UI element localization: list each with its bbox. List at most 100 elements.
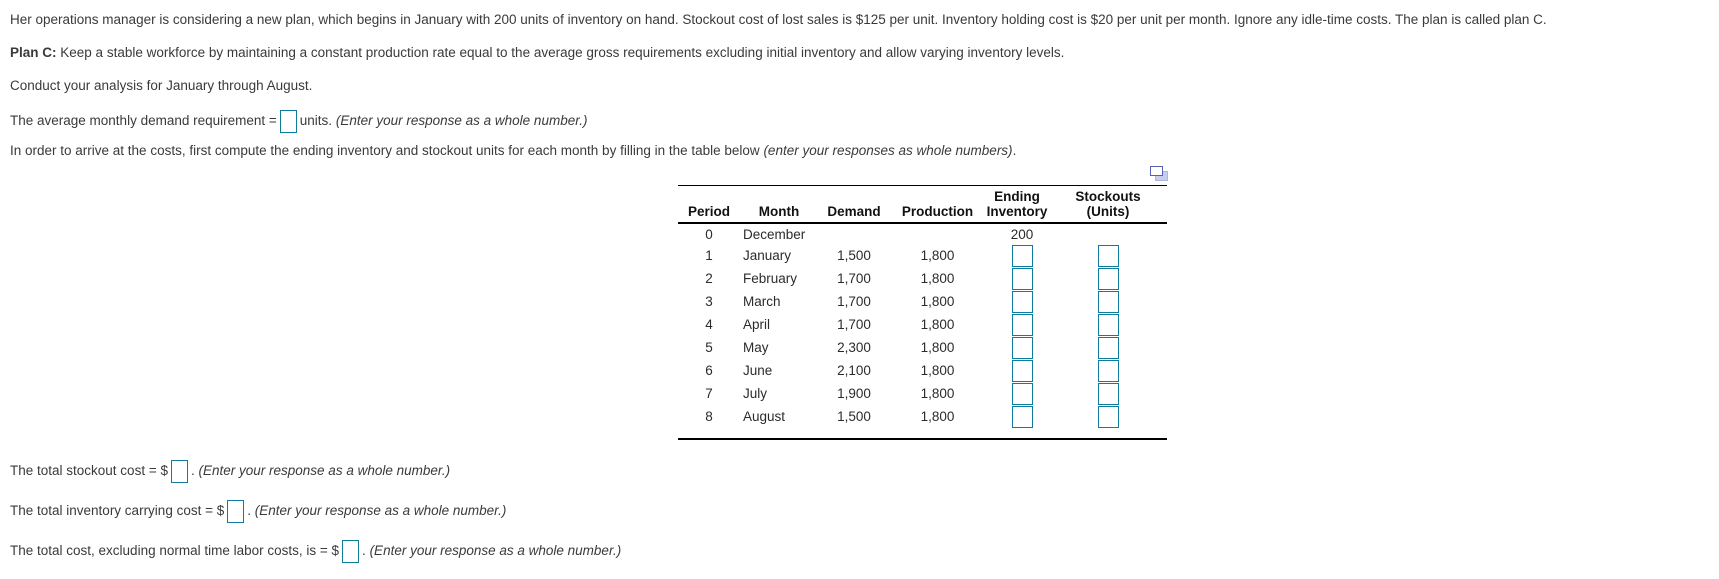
stockouts-cell xyxy=(1049,244,1167,267)
header-period: Period xyxy=(678,204,740,224)
ending-inventory-input-4[interactable] xyxy=(1011,313,1033,336)
table-header-row-1: Ending Stockouts xyxy=(678,186,1167,204)
total-carrying-cost-input[interactable] xyxy=(227,500,245,523)
month-cell: April xyxy=(743,317,771,332)
analysis-instruction-text: Conduct your analysis for January throug… xyxy=(10,78,313,93)
plan-c-description: Plan C: Keep a stable workforce by maint… xyxy=(10,45,1064,60)
production-cell: 1,800 xyxy=(920,271,955,286)
production-cell: 1,800 xyxy=(920,363,955,378)
problem-statement: Her operations manager is considering a … xyxy=(10,12,1547,27)
total-cost-prefix: The total cost, excluding normal time la… xyxy=(10,543,340,559)
table-instruction-italic: (enter your responses as whole numbers) xyxy=(763,143,1013,158)
month-cell: December xyxy=(743,226,806,242)
ending-inventory-cell xyxy=(985,313,1049,336)
period-cell: 8 xyxy=(705,409,713,424)
production-cell: 1,800 xyxy=(920,386,955,401)
table-row-period-3: 3 March 1,700 1,800 xyxy=(678,290,1167,313)
table-row-period-0: 0 December 200 xyxy=(678,223,1167,244)
table-instruction-period: . xyxy=(1012,143,1017,158)
ending-inventory-cell xyxy=(985,336,1049,359)
total-cost-dot: . xyxy=(362,543,366,559)
production-cell: 1,800 xyxy=(920,340,955,355)
production-cell xyxy=(890,223,985,244)
total-stockout-cost-input[interactable] xyxy=(170,460,188,483)
stockouts-input-2[interactable] xyxy=(1097,267,1119,290)
ending-inventory-input-8[interactable] xyxy=(1011,405,1033,428)
stockouts-input-7[interactable] xyxy=(1097,382,1119,405)
demand-cell: 1,700 xyxy=(837,271,871,286)
header-ending-line1: Ending xyxy=(994,189,1040,204)
total-carrying-dot: . xyxy=(247,503,251,519)
header-demand: Demand xyxy=(818,204,890,224)
month-cell: March xyxy=(743,294,781,309)
table-instruction-text: In order to arrive at the costs, first c… xyxy=(10,143,760,158)
production-cell: 1,800 xyxy=(920,248,955,263)
ending-inventory-cell xyxy=(985,382,1049,405)
stockouts-input-3[interactable] xyxy=(1097,290,1119,313)
analysis-instruction: Conduct your analysis for January throug… xyxy=(10,78,312,93)
total-stockout-dot: . xyxy=(190,463,195,479)
ending-inventory-input-6[interactable] xyxy=(1011,359,1033,382)
period-cell: 1 xyxy=(705,248,713,263)
average-demand-hint: (Enter your response as a whole number.) xyxy=(335,113,588,129)
average-demand-suffix: units. xyxy=(299,113,333,129)
table-row-period-4: 4 April 1,700 1,800 xyxy=(678,313,1167,336)
ending-inventory-cell xyxy=(985,359,1049,382)
demand-cell: 1,900 xyxy=(837,386,871,401)
total-stockout-prefix: The total stockout cost = $ xyxy=(10,463,168,479)
period-cell: 3 xyxy=(705,294,713,309)
ending-inventory-value: 200 xyxy=(1010,226,1034,242)
period-cell: 2 xyxy=(705,271,713,286)
total-cost-hint: (Enter your response as a whole number.) xyxy=(369,543,622,559)
month-cell: February xyxy=(743,271,798,286)
demand-cell: 1,700 xyxy=(837,317,871,332)
stockouts-cell xyxy=(1049,267,1167,290)
ending-inventory-cell xyxy=(985,290,1049,313)
popout-copy-icon-front xyxy=(1150,166,1163,176)
total-cost-input[interactable] xyxy=(342,540,360,563)
inventory-plan-table: Ending Stockouts Period Month Demand Pro… xyxy=(678,185,1167,440)
ending-inventory-input-3[interactable] xyxy=(1011,290,1033,313)
table-row-period-5: 5 May 2,300 1,800 xyxy=(678,336,1167,359)
month-cell: August xyxy=(743,409,786,424)
stockouts-input-4[interactable] xyxy=(1097,313,1119,336)
month-cell: July xyxy=(743,386,768,401)
plan-c-label: Plan C: xyxy=(10,45,57,60)
stockouts-cell xyxy=(1049,336,1167,359)
stockouts-cell xyxy=(1049,223,1167,244)
stockouts-input-8[interactable] xyxy=(1097,405,1119,428)
production-cell: 1,800 xyxy=(920,317,955,332)
stockouts-input-1[interactable] xyxy=(1097,244,1119,267)
demand-cell: 1,500 xyxy=(837,248,871,263)
table-row-period-1: 1 January 1,500 1,800 xyxy=(678,244,1167,267)
ending-inventory-input-2[interactable] xyxy=(1011,267,1033,290)
table-row-period-2: 2 February 1,700 1,800 xyxy=(678,267,1167,290)
stockouts-cell xyxy=(1049,405,1167,428)
demand-cell xyxy=(818,223,890,244)
month-cell: January xyxy=(743,248,792,263)
popout-copy-icon[interactable] xyxy=(1150,166,1168,181)
total-cost-line: The total cost, excluding normal time la… xyxy=(10,540,621,563)
stockouts-input-5[interactable] xyxy=(1097,336,1119,359)
period-cell: 4 xyxy=(705,317,713,332)
demand-cell: 1,700 xyxy=(837,294,871,309)
demand-cell: 1,500 xyxy=(837,409,871,424)
stockouts-cell xyxy=(1049,290,1167,313)
stockouts-input-6[interactable] xyxy=(1097,359,1119,382)
total-carrying-prefix: The total inventory carrying cost = $ xyxy=(10,503,225,519)
average-demand-input[interactable] xyxy=(279,110,297,133)
stockouts-cell xyxy=(1049,313,1167,336)
ending-inventory-input-7[interactable] xyxy=(1011,382,1033,405)
ending-inventory-input-5[interactable] xyxy=(1011,336,1033,359)
table-row-period-8: 8 August 1,500 1,800 xyxy=(678,405,1167,428)
month-cell: May xyxy=(743,340,769,355)
stockouts-cell xyxy=(1049,382,1167,405)
period-cell: 7 xyxy=(705,386,713,401)
month-cell: June xyxy=(743,363,773,378)
table-instruction-line: In order to arrive at the costs, first c… xyxy=(10,143,1016,158)
ending-inventory-input-1[interactable] xyxy=(1011,244,1033,267)
header-stockouts-line1: Stockouts xyxy=(1075,189,1141,204)
period-cell: 5 xyxy=(705,340,713,355)
total-stockout-hint: (Enter your response as a whole number.) xyxy=(198,463,451,479)
total-carrying-cost-line: The total inventory carrying cost = $. (… xyxy=(10,500,506,523)
